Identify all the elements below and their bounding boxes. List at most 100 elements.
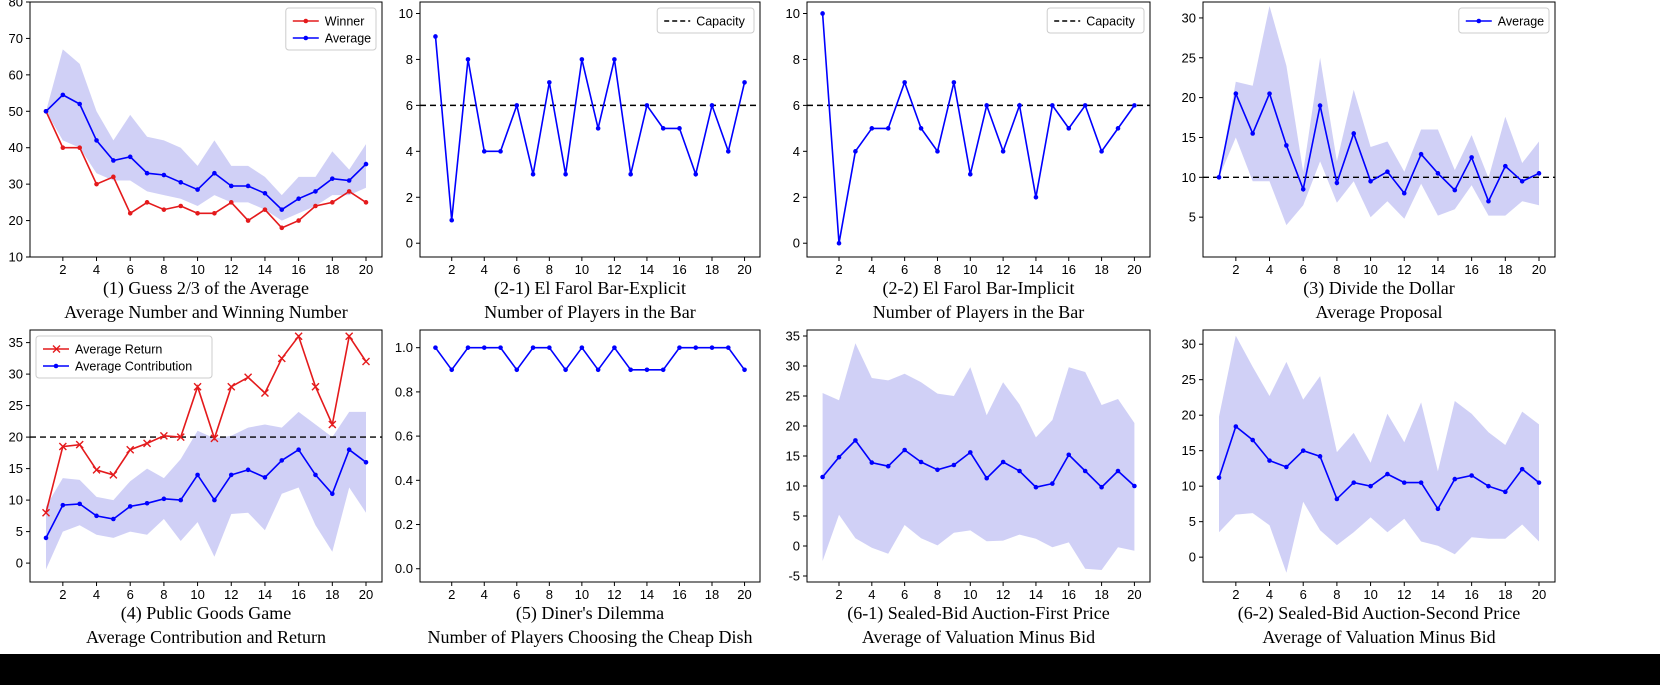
data-point: [77, 501, 82, 507]
legend-item: Winner: [292, 15, 365, 29]
data-point: [1334, 180, 1340, 186]
data-point: [984, 103, 990, 108]
y-tick-label: 15: [786, 449, 800, 464]
data-point: [346, 178, 352, 183]
x-tick-label: 20: [1532, 587, 1546, 602]
legend-label: Average Contribution: [75, 360, 192, 374]
data-point: [77, 101, 82, 107]
data-point: [693, 171, 699, 177]
data-point: [94, 513, 99, 519]
y-tick-label: 20: [9, 430, 23, 445]
y-tick-label: 10: [786, 6, 800, 21]
plot-frame: [29, 1, 383, 258]
data-point: [918, 126, 924, 131]
legend-label: Winner: [325, 15, 365, 29]
series-line: [45, 334, 367, 513]
data-point: [75, 440, 84, 449]
data-point: [1385, 169, 1390, 175]
data-point: [820, 11, 825, 16]
legend: Average: [1458, 7, 1550, 34]
x-tick-label: 20: [737, 587, 751, 602]
data-point: [514, 103, 520, 108]
data-point: [346, 189, 352, 194]
data-point: [228, 200, 234, 205]
data-point: [677, 345, 682, 350]
x-tick-label: 18: [325, 262, 339, 277]
data-point: [127, 210, 133, 216]
data-point: [77, 145, 82, 151]
data-point: [1284, 143, 1289, 148]
data-point: [92, 465, 101, 474]
data-point: [363, 161, 369, 167]
y-tick-label: 5: [1189, 514, 1196, 529]
data-point: [60, 92, 66, 98]
data-point: [245, 218, 251, 223]
y-tick-label: 25: [9, 398, 23, 413]
x-tick-label: 2: [835, 262, 842, 277]
panel-caption: (5) Diner's Dilemma: [516, 603, 664, 624]
x-tick-label: 20: [1127, 587, 1141, 602]
data-point: [660, 126, 666, 131]
data-point: [296, 196, 301, 202]
data-point: [111, 516, 116, 522]
data-point: [1300, 186, 1306, 192]
x-tick-label: 4: [1266, 262, 1273, 277]
y-tick-label: 35: [9, 335, 23, 350]
x-tick-label: 8: [934, 587, 941, 602]
y-tick-label: 0: [406, 236, 413, 251]
data-point: [279, 458, 285, 463]
data-point: [60, 502, 66, 508]
data-point: [1351, 480, 1357, 485]
data-point: [1233, 424, 1239, 429]
y-tick-label: 4: [406, 144, 413, 159]
y-tick-label: 70: [9, 31, 23, 46]
x-tick-label: 10: [575, 587, 589, 602]
data-point: [262, 475, 268, 480]
data-point: [42, 508, 50, 517]
data-point: [1401, 190, 1407, 196]
panel-subcaption: Average of Valuation Minus Bid: [1262, 627, 1495, 647]
data-point: [1317, 103, 1323, 108]
x-tick-label: 16: [291, 262, 305, 277]
data-point: [111, 158, 116, 163]
panel-subcaption: Average Contribution and Return: [86, 627, 326, 647]
data-point: [1368, 178, 1373, 184]
data-point: [481, 149, 487, 154]
x-tick-label: 12: [1397, 262, 1411, 277]
data-point: [195, 472, 200, 478]
data-point: [869, 126, 875, 131]
legend-item: Average Return: [43, 343, 162, 357]
data-point: [178, 497, 184, 503]
x-tick-label: 4: [93, 262, 100, 277]
data-point: [159, 431, 168, 440]
x-tick-label: 4: [481, 262, 488, 277]
data-point: [1050, 481, 1055, 486]
data-point: [1017, 468, 1022, 474]
y-tick-label: 10: [399, 6, 413, 21]
legend-marker: [303, 35, 309, 41]
y-tick-label: 60: [9, 67, 23, 82]
x-tick-label: 14: [1431, 587, 1445, 602]
y-tick-label: 8: [793, 52, 800, 67]
data-point: [126, 445, 135, 454]
data-point: [498, 345, 503, 350]
x-tick-label: 2: [835, 587, 842, 602]
legend-box: [285, 7, 377, 51]
x-tick-label: 16: [291, 587, 305, 602]
y-tick-label: 2: [793, 190, 800, 205]
data-point: [1435, 171, 1441, 176]
data-point: [1536, 480, 1542, 485]
y-tick-label: 0: [1189, 550, 1196, 565]
x-tick-label: 2: [1232, 262, 1239, 277]
x-tick-label: 16: [1062, 587, 1076, 602]
x-tick-label: 12: [607, 587, 621, 602]
data-point: [885, 126, 891, 131]
x-tick-label: 6: [127, 262, 134, 277]
confidence-band: [46, 411, 366, 570]
legend-label: Average: [1498, 15, 1544, 29]
data-point: [277, 354, 286, 363]
x-tick-label: 4: [868, 587, 875, 602]
x-tick-label: 2: [448, 262, 455, 277]
data-point: [144, 170, 150, 176]
series-line: [1218, 90, 1540, 204]
